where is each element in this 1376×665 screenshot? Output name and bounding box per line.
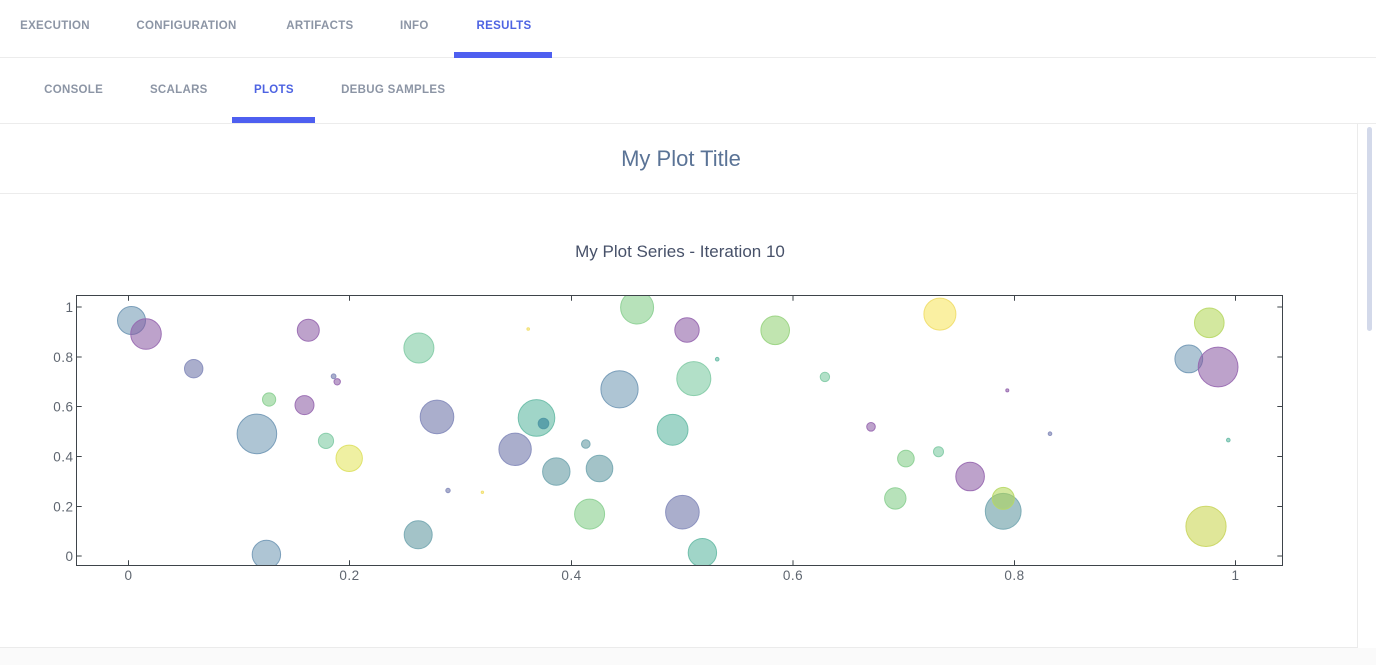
svg-text:0.8: 0.8	[1004, 568, 1024, 583]
svg-text:0.8: 0.8	[53, 350, 73, 365]
svg-text:0.4: 0.4	[561, 568, 581, 583]
svg-text:0.2: 0.2	[339, 568, 359, 583]
svg-text:0.6: 0.6	[53, 399, 73, 414]
svg-text:1: 1	[1231, 568, 1239, 583]
svg-text:0: 0	[65, 549, 73, 564]
svg-text:0: 0	[124, 568, 132, 583]
svg-text:1: 1	[65, 300, 73, 315]
svg-text:0.4: 0.4	[53, 449, 73, 464]
svg-text:0.2: 0.2	[53, 499, 73, 514]
svg-text:0.6: 0.6	[783, 568, 803, 583]
